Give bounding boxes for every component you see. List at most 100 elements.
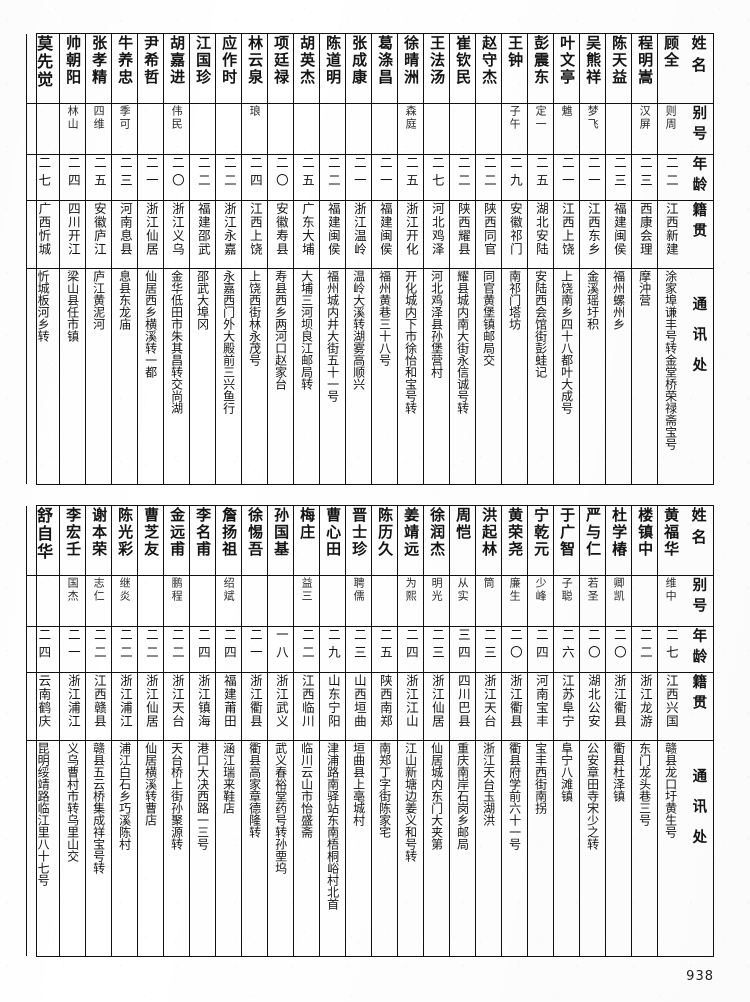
roster-entry-column[interactable]: 叶文亭魋二一 江西上饶 上饶南乡四十八都叶大成号 xyxy=(553,34,579,484)
roster-entry-column[interactable]: 陈历久 二五 陕西南郑 南郑丁字街陈家宅 xyxy=(371,506,397,956)
entry-name-text: 严与仁 xyxy=(584,507,603,558)
entry-alias-text: 若圣 xyxy=(586,577,600,603)
roster-entry-column[interactable]: 舒自华 二四 云南鹤庆 昆明绥靖路临江里八十七号 xyxy=(26,506,59,956)
entry-alias-text: 魋 xyxy=(560,105,574,118)
roster-entry-column[interactable]: 谢本荣 志仁 二二 江西赣县 赣县五云桥集成祥宝号转 xyxy=(85,506,111,956)
entry-name-cell: 曹心田 xyxy=(320,506,345,576)
roster-entry-column[interactable]: 顾全 则周 二二 江西新建 涂家埠谦丰号转金堂桥荣禄斋宝号 xyxy=(657,34,683,484)
roster-entry-column[interactable]: 张成康 二一 浙江温岭 温岭大溪转湖雾高顺兴 xyxy=(345,34,371,484)
entry-age-text: 二〇 xyxy=(585,628,601,663)
entry-alias-text: 定一 xyxy=(534,105,548,131)
entry-alias-cell: 四维 xyxy=(86,104,111,155)
entry-address-cell: 福州螺州乡 xyxy=(606,269,631,484)
roster-entry-column[interactable]: 尹希哲 二一 浙江仙居 仙居西乡横溪转一都 xyxy=(137,34,163,484)
roster-entry-column[interactable]: 严与仁 若圣 二〇 湖北公安 公安章田寺宋少之转 xyxy=(579,506,605,956)
entry-name-text: 王钟 xyxy=(506,35,525,69)
roster-entry-column[interactable]: 彭震东 定一 二五 湖北安陆 安陆西会馆街彭蛙记 xyxy=(527,34,553,484)
entry-origin-text: 河南息县 xyxy=(117,202,133,256)
roster-entry-column[interactable]: 张孝精 四维 二五 安徽庐江 庐江黄泥河 xyxy=(85,34,111,484)
roster-entry-column[interactable]: 李宏壬 国杰 二一 浙江浦江 义乌曹村市转乌里山交 xyxy=(59,506,85,956)
entry-age-cell: 二三 xyxy=(424,627,449,673)
roster-entry-column[interactable]: 胡英杰 二五 广东大埔 大埔三河坝良江邮局转 xyxy=(293,34,319,484)
entry-origin-text: 浙江衢县 xyxy=(247,674,263,728)
roster-entry-column[interactable]: 吴熊祥 梦飞 二一 江西东乡 金溪瑶圩积 xyxy=(579,34,605,484)
entry-name-cell: 于广智 xyxy=(554,506,579,576)
entry-address-text: 浙江天台玉湖洪 xyxy=(481,742,496,826)
entry-origin-cell: 湖北安陆 xyxy=(528,201,553,269)
entry-name-text: 徐惕吾 xyxy=(246,507,265,558)
entry-name-cell: 胡英杰 xyxy=(294,34,319,104)
entry-origin-text: 浙江龙游 xyxy=(637,674,653,728)
entry-address-text: 赣县龙口圩黄生号 xyxy=(663,742,678,838)
entry-origin-cell: 浙江衢县 xyxy=(606,673,631,741)
entry-age-cell: 二五 xyxy=(86,155,111,201)
entry-age-cell: 二一 xyxy=(242,627,267,673)
entry-address-text: 浦江白石乡巧溪陈村 xyxy=(117,742,132,850)
roster-entry-column[interactable]: 徐惕吾二一 浙江衢县衢县高家章德隆转 xyxy=(241,506,267,956)
roster-entry-column[interactable]: 曹芝友 二二 浙江仙居 仙居横溪转曹店 xyxy=(137,506,163,956)
roster-entry-column[interactable]: 于广智 子聪 二六 江苏阜宁 阜宁八滩镇 xyxy=(553,506,579,956)
roster-entry-column[interactable]: 詹扬祖 绍斌 二四 福建莆田 涵江瑞来鞋店 xyxy=(215,506,241,956)
entry-name-text: 曹芝友 xyxy=(142,507,161,558)
entry-age-text: 二五 xyxy=(533,156,549,191)
entry-age-text: 二一 xyxy=(559,156,575,191)
roster-entry-column[interactable]: 晋士珍 聘儒 二三 山西垣曲 垣曲县上亳城村 xyxy=(345,506,371,956)
roster-entry-column[interactable]: 帅朝阳 林山 二四 四川开江 梁山县任市镇 xyxy=(59,34,85,484)
roster-entry-column[interactable]: 王法汤 二七 河北鸡泽 河北鸡泽县孙堡营村 xyxy=(423,34,449,484)
roster-entry-column[interactable]: 王钟 子午 二九 安徽祁门 南祁门塔坊 xyxy=(501,34,527,484)
roster-entry-column[interactable]: 姜靖远 为熙 二四 浙江江山 江山新塘边姜义和号转 xyxy=(397,506,423,956)
roster-entry-column[interactable]: 徐润杰 明光 二三 浙江仙居 仙居城内东门大夹第 xyxy=(423,506,449,956)
roster-entry-column[interactable]: 徐晴洲 森庭 二五 浙江开化 开化城内下市徐怡和宝号转 xyxy=(397,34,423,484)
roster-entry-column[interactable]: 江国珍 二二 福建邵武 邵武大埠冈 xyxy=(189,34,215,484)
roster-entry-column[interactable]: 洪起林筒二三 浙江天台 浙江天台玉湖洪 xyxy=(475,506,501,956)
roster-entry-column[interactable]: 曹心田 二九 山东宁阳 津浦路南驿站东南梧桐峪村北首 xyxy=(319,506,345,956)
entry-alias-cell: 明光 xyxy=(424,576,449,627)
roster-entry-column[interactable]: 赵守杰 二二 陕西同官 同官黄堡镇邮局交 xyxy=(475,34,501,484)
entry-origin-text: 四川开江 xyxy=(65,202,81,256)
roster-entry-column[interactable]: 金远甫 鹏程 二二 浙江天台 天台桥上街孙聚源转 xyxy=(163,506,189,956)
roster-entry-column[interactable]: 牛养忠 季可 二三 河南息县 息县东龙庙 xyxy=(111,34,137,484)
roster-entry-column[interactable]: 黄荣尧 廉生 二〇 浙江衢县 衢县府学前六十一号 xyxy=(501,506,527,956)
roster-entry-column[interactable]: 陈道明 二二 福建闽侯 福州城内井大街五十一号 xyxy=(319,34,345,484)
entry-address-cell: 金华低田市朱其昌转交尚湖 xyxy=(164,269,189,484)
roster-entry-column[interactable]: 葛涤昌 二一 福建闽侯 福州黄巷三十八号 xyxy=(371,34,397,484)
entry-name-text: 徐润杰 xyxy=(428,507,447,558)
entry-age-text: 二二 xyxy=(325,156,341,191)
roster-entry-column[interactable]: 林云泉琅二四 江西上饶 上饶西街林永茂号 xyxy=(241,34,267,484)
roster-entry-column[interactable]: 崔钦民 二二 陕西耀县 耀县城内南大街永信诚号转 xyxy=(449,34,475,484)
entry-address-cell: 金溪瑶圩积 xyxy=(580,269,605,484)
roster-entry-column[interactable]: 孙国基 一八 浙江武义 武义春裕堂药号转孙垔坞 xyxy=(267,506,293,956)
roster-entry-column[interactable]: 李名甫 二四 浙江镇海 港口大决西路一三号 xyxy=(189,506,215,956)
roster-entry-column[interactable]: 楼镇中 二二 浙江龙游 东门龙头巷三号 xyxy=(631,506,657,956)
roster-entry-column[interactable]: 周恺 从实 三四 四川巴县 重庆南岸石岗乡邮局 xyxy=(449,506,475,956)
entry-alias-cell: 若圣 xyxy=(580,576,605,627)
entry-origin-text: 安徽庐江 xyxy=(91,202,107,256)
roster-table-bottom: 姓名 别号 年龄 籍贯 通讯处 黄福华 维中 二七 江西兴国 赣县龙口圩黄生号 楼镇中 二二 浙江龙游东… xyxy=(26,505,714,957)
roster-entry-column[interactable]: 莫先觉 二七 广西忻城 忻城板河乡转 xyxy=(26,34,59,484)
entry-origin-cell: 安徽寿县 xyxy=(268,201,293,269)
row-label-origin: 籍贯 xyxy=(683,673,713,741)
entry-age-cell: 二九 xyxy=(320,627,345,673)
entry-alias-text: 琅 xyxy=(248,105,262,118)
entry-alias-cell xyxy=(268,576,293,627)
entry-alias-cell xyxy=(372,576,397,627)
roster-entry-column[interactable]: 胡嘉进 伟民 二〇 浙江义乌 金华低田市朱其昌转交尚湖 xyxy=(163,34,189,484)
roster-entry-column[interactable]: 程明嵩 汉屏 二三 西康会理 摩沖营 xyxy=(631,34,657,484)
entry-address-cell: 衢县高家章德隆转 xyxy=(242,741,267,956)
entry-alias-cell: 魋 xyxy=(554,104,579,155)
row-label-origin: 籍贯 xyxy=(683,201,713,269)
entry-age-text: 二二 xyxy=(91,628,107,663)
roster-entry-column[interactable]: 应作时 二二 浙江永嘉 永嘉西门外大殿前三兴鱼行 xyxy=(215,34,241,484)
entry-address-cell: 赣县五云桥集成祥宝号转 xyxy=(86,741,111,956)
roster-entry-column[interactable]: 梅庄 益三 二二 江西临川 临川云山市怡盛斋 xyxy=(293,506,319,956)
roster-entry-column[interactable]: 陈光彩 继炎 二二 浙江浦江 浦江白石乡巧溪陈村 xyxy=(111,506,137,956)
entry-name-text: 詹扬祖 xyxy=(220,507,239,558)
roster-entry-column[interactable]: 陈天益 二三 福建闽侯 福州螺州乡 xyxy=(605,34,631,484)
roster-entry-column[interactable]: 宁乾元 少峰 二四 河南宝丰 宝丰西街南拐 xyxy=(527,506,553,956)
entry-alias-text: 子午 xyxy=(508,105,522,131)
roster-entry-column[interactable]: 黄福华 维中 二七 江西兴国 赣县龙口圩黄生号 xyxy=(657,506,683,956)
entry-name-cell: 牛养忠 xyxy=(112,34,137,104)
roster-entry-column[interactable]: 杜学椿 卿凯 二〇 浙江衢县 衢县杜泽镇 xyxy=(605,506,631,956)
roster-entry-column[interactable]: 项廷禄 二〇 安徽寿县 寿县西乡两河口赵家台 xyxy=(267,34,293,484)
entry-origin-cell: 浙江龙游 xyxy=(632,673,657,741)
